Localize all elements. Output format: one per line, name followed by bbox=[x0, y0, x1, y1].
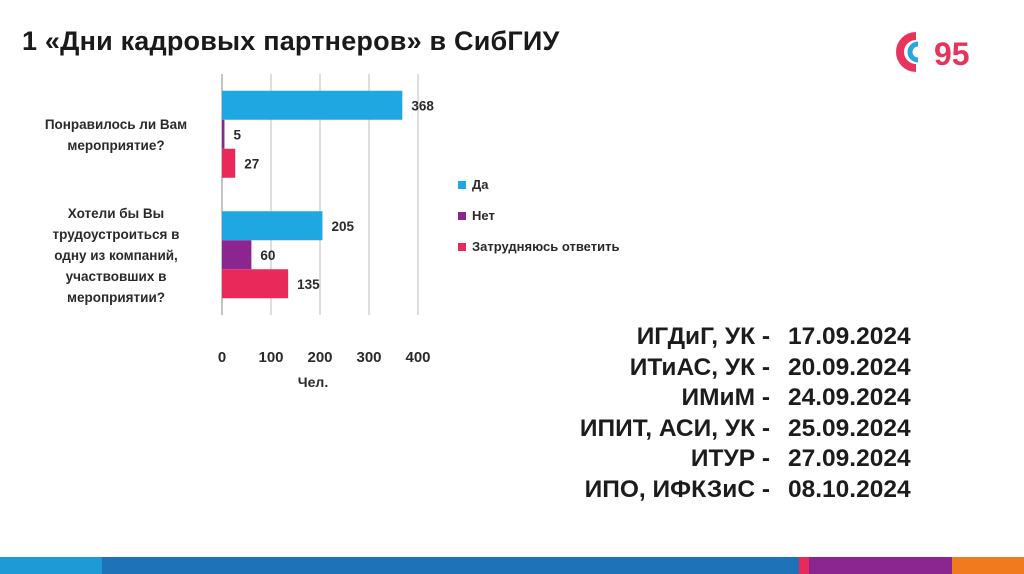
schedule-date: 27.09.2024 bbox=[788, 445, 911, 472]
logo-c-shape bbox=[896, 32, 917, 72]
schedule-row: ИГДиГ, УК - 17.09.2024 bbox=[480, 322, 960, 353]
category-label: мероприятии? bbox=[67, 290, 165, 305]
chart-bars: 368 527 205 60 135 bbox=[222, 90, 434, 299]
event-schedule: ИГДиГ, УК - 17.09.2024 ИТиАС, УК - 20.09.20… bbox=[480, 322, 960, 505]
schedule-institute: ИТиАС, УК - bbox=[629, 353, 770, 381]
bar bbox=[222, 211, 323, 241]
category-label: одну из компаний, bbox=[54, 248, 178, 263]
x-tick-label: 200 bbox=[307, 349, 332, 366]
category-label: трудоустроиться в bbox=[53, 227, 180, 242]
legend-swatch bbox=[458, 212, 466, 220]
schedule-row: ИМиМ - 24.09.2024 bbox=[480, 383, 960, 414]
category-label: мероприятие? bbox=[67, 138, 164, 153]
schedule-date: 24.09.2024 bbox=[788, 384, 911, 411]
x-tick-labels: 0 100 200 300 400 bbox=[218, 349, 431, 366]
x-tick-label: 0 bbox=[218, 349, 226, 366]
data-label: 368 bbox=[411, 98, 434, 113]
bar-chart: 368 527 205 60 135 Понравилось ли Вам меропри… bbox=[45, 74, 619, 390]
schedule-institute: ИМиМ - bbox=[681, 384, 770, 411]
page-title: 1 «Дни кадровых партнеров» в СибГИУ bbox=[22, 26, 560, 56]
logo-c-inner bbox=[907, 41, 919, 63]
x-tick-label: 100 bbox=[258, 349, 283, 366]
schedule-institute: ИГДиГ, УК - bbox=[636, 323, 770, 350]
bar bbox=[222, 269, 289, 299]
category-labels: Понравилось ли Вам мероприятие? Хотели бы … bbox=[45, 117, 187, 305]
data-label: 5 bbox=[233, 127, 241, 142]
data-label: 60 bbox=[260, 248, 275, 263]
legend-label: Нет bbox=[472, 208, 495, 223]
bar bbox=[222, 148, 236, 178]
schedule-institute: ИПИТ, АСИ, УК - bbox=[579, 414, 770, 442]
bar bbox=[222, 119, 225, 149]
schedule-date: 25.09.2024 bbox=[788, 414, 911, 442]
footer-segment bbox=[798, 557, 809, 574]
legend-swatch bbox=[458, 243, 466, 251]
schedule-row: ИПИТ, АСИ, УК - 25.09.2024 bbox=[480, 414, 960, 445]
schedule-date: 20.09.2024 bbox=[788, 353, 911, 381]
x-tick-label: 300 bbox=[356, 349, 381, 366]
legend-swatch bbox=[458, 181, 466, 189]
footer-segment bbox=[952, 557, 1024, 574]
x-tick-label: 400 bbox=[405, 349, 430, 366]
schedule-date: 08.10.2024 bbox=[788, 475, 911, 503]
category-label: Хотели бы Вы bbox=[68, 206, 164, 221]
data-label: 27 bbox=[244, 156, 259, 171]
logo-text: 95 bbox=[934, 36, 970, 72]
chart-legend: Да Нет Затрудняюсь ответить bbox=[458, 177, 619, 254]
schedule-row: ИПО, ИФКЗиС - 08.10.2024 bbox=[480, 475, 960, 506]
category-label: Понравилось ли Вам bbox=[45, 117, 187, 132]
schedule-row: ИТУР - 27.09.2024 bbox=[480, 444, 960, 475]
data-label: 205 bbox=[331, 219, 354, 234]
schedule-institute: ИТУР - bbox=[690, 445, 770, 472]
footer-stripe bbox=[0, 557, 1024, 574]
category-label: участвовших в bbox=[66, 269, 167, 284]
schedule-date: 17.09.2024 bbox=[788, 323, 911, 350]
schedule-row: ИТиАС, УК - 20.09.2024 bbox=[480, 353, 960, 384]
bar bbox=[222, 240, 252, 270]
schedule-institute: ИПО, ИФКЗиС - bbox=[584, 475, 770, 503]
footer-segment bbox=[808, 557, 953, 574]
legend-label: Да bbox=[472, 177, 489, 192]
legend-label: Затрудняюсь ответить bbox=[472, 239, 619, 254]
sibgiu-95-logo: 95 bbox=[896, 32, 970, 72]
footer-segment bbox=[102, 557, 799, 574]
bar bbox=[222, 90, 403, 120]
footer-segment bbox=[0, 557, 103, 574]
data-label: 135 bbox=[297, 277, 320, 292]
x-axis-label: Чел. bbox=[298, 374, 328, 390]
